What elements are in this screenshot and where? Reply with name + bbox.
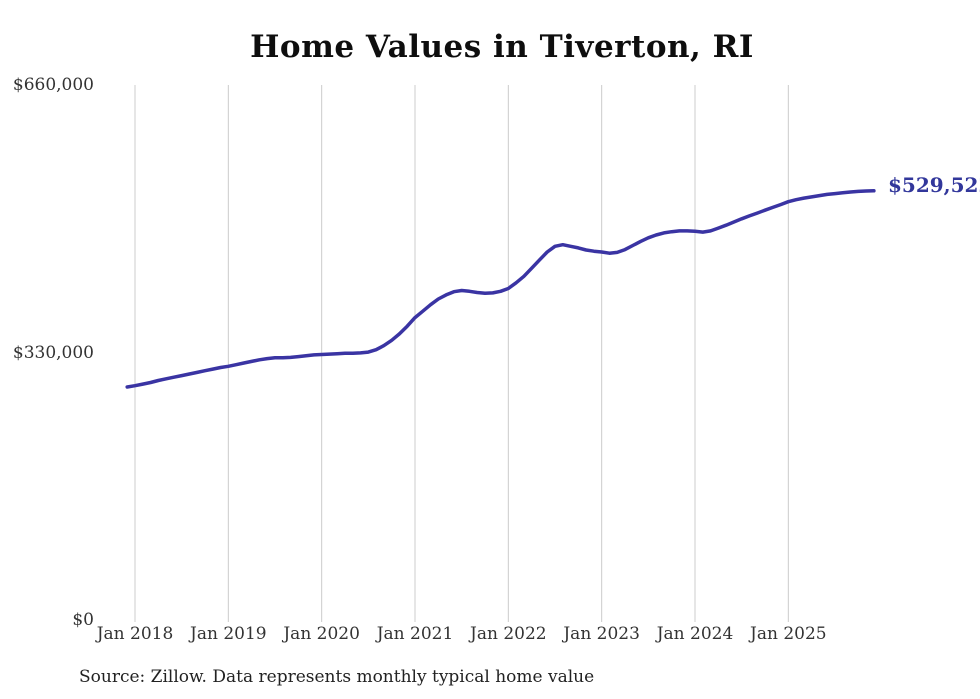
x-tick-label: Jan 2020 [283, 624, 360, 644]
gridlines-group [134, 85, 789, 622]
y-tick-label: $660,000 [12, 75, 94, 95]
source-note: Source: Zillow. Data represents monthly … [79, 667, 595, 687]
x-tick-label: Jan 2019 [190, 624, 267, 644]
home-value-line [125, 189, 876, 389]
x-tick-label: Jan 2025 [750, 624, 827, 644]
x-tick-label: Jan 2024 [656, 624, 734, 644]
chart-title: Home Values in Tiverton, RI [250, 29, 754, 65]
x-tick-label: Jan 2022 [470, 624, 547, 644]
y-tick-label: $330,000 [12, 342, 94, 363]
y-tick-label: $0 [72, 610, 94, 630]
x-tick-label: Jan 2021 [376, 624, 454, 644]
latest-value-label: $529,522 [888, 173, 980, 197]
x-tick-label: Jan 2018 [96, 624, 174, 644]
x-tick-label: Jan 2023 [563, 624, 640, 644]
